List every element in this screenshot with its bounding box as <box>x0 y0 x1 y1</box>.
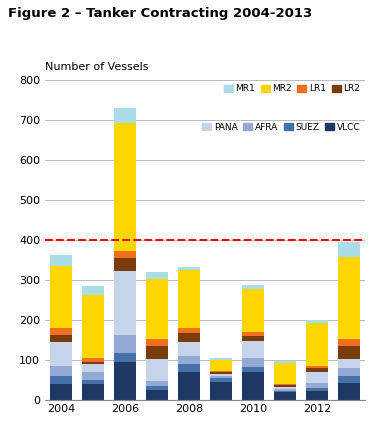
Bar <box>178 333 200 342</box>
Bar <box>242 358 264 367</box>
Bar <box>146 339 168 346</box>
Bar <box>146 272 168 279</box>
Bar <box>82 294 104 358</box>
Bar <box>338 368 360 376</box>
Bar <box>210 378 232 382</box>
Bar <box>178 270 200 328</box>
Bar <box>114 353 136 361</box>
Bar <box>338 242 360 257</box>
Bar <box>178 365 200 372</box>
Bar <box>178 356 200 365</box>
Bar <box>274 363 296 384</box>
Bar <box>274 387 296 389</box>
Bar <box>306 372 328 383</box>
Bar <box>242 337 264 341</box>
Bar <box>178 267 200 270</box>
Bar <box>210 371 232 373</box>
Bar <box>178 342 200 356</box>
Bar <box>50 377 72 384</box>
Bar <box>242 285 264 289</box>
Bar <box>146 359 168 381</box>
Bar <box>210 373 232 374</box>
Bar <box>274 389 296 391</box>
Bar <box>82 380 104 385</box>
Bar <box>50 255 72 266</box>
Bar <box>306 323 328 366</box>
Bar <box>210 382 232 400</box>
Bar <box>82 364 104 373</box>
Bar <box>306 383 328 388</box>
Bar <box>114 258 136 271</box>
Bar <box>82 385 104 400</box>
Bar <box>178 372 200 400</box>
Bar <box>82 361 104 364</box>
Bar <box>146 279 168 339</box>
Bar <box>306 366 328 369</box>
Bar <box>210 358 232 360</box>
Bar <box>338 257 360 339</box>
Bar <box>210 377 232 378</box>
Bar <box>146 346 168 359</box>
Bar <box>114 361 136 400</box>
Bar <box>274 384 296 385</box>
Text: Number of Vessels: Number of Vessels <box>45 62 149 72</box>
Bar <box>274 392 296 400</box>
Bar <box>338 346 360 359</box>
Bar <box>50 266 72 328</box>
Bar <box>306 320 328 323</box>
Bar <box>242 332 264 337</box>
Bar <box>146 390 168 400</box>
Bar <box>338 339 360 346</box>
Bar <box>146 385 168 390</box>
Bar <box>242 372 264 400</box>
Legend: PANA, AFRA, SUEZ, VLCC: PANA, AFRA, SUEZ, VLCC <box>202 123 360 132</box>
Bar <box>50 384 72 400</box>
Bar <box>210 374 232 377</box>
Bar <box>114 123 136 251</box>
Bar <box>50 366 72 377</box>
Bar <box>338 359 360 368</box>
Bar <box>50 342 72 366</box>
Bar <box>274 361 296 363</box>
Bar <box>114 108 136 123</box>
Bar <box>306 388 328 391</box>
Bar <box>274 385 296 387</box>
Text: Figure 2 – Tanker Contracting 2004-2013: Figure 2 – Tanker Contracting 2004-2013 <box>8 7 312 20</box>
Bar <box>338 376 360 383</box>
Bar <box>82 286 104 294</box>
Bar <box>114 335 136 353</box>
Bar <box>114 251 136 258</box>
Bar <box>242 367 264 372</box>
Bar <box>82 358 104 361</box>
Bar <box>178 328 200 333</box>
Bar <box>274 391 296 392</box>
Bar <box>146 381 168 385</box>
Bar <box>306 369 328 372</box>
Bar <box>82 373 104 380</box>
Bar <box>242 341 264 358</box>
Bar <box>242 289 264 332</box>
Bar <box>306 391 328 400</box>
Bar <box>114 271 136 335</box>
Bar <box>50 335 72 342</box>
Bar <box>50 328 72 335</box>
Bar <box>210 360 232 371</box>
Bar <box>338 383 360 400</box>
